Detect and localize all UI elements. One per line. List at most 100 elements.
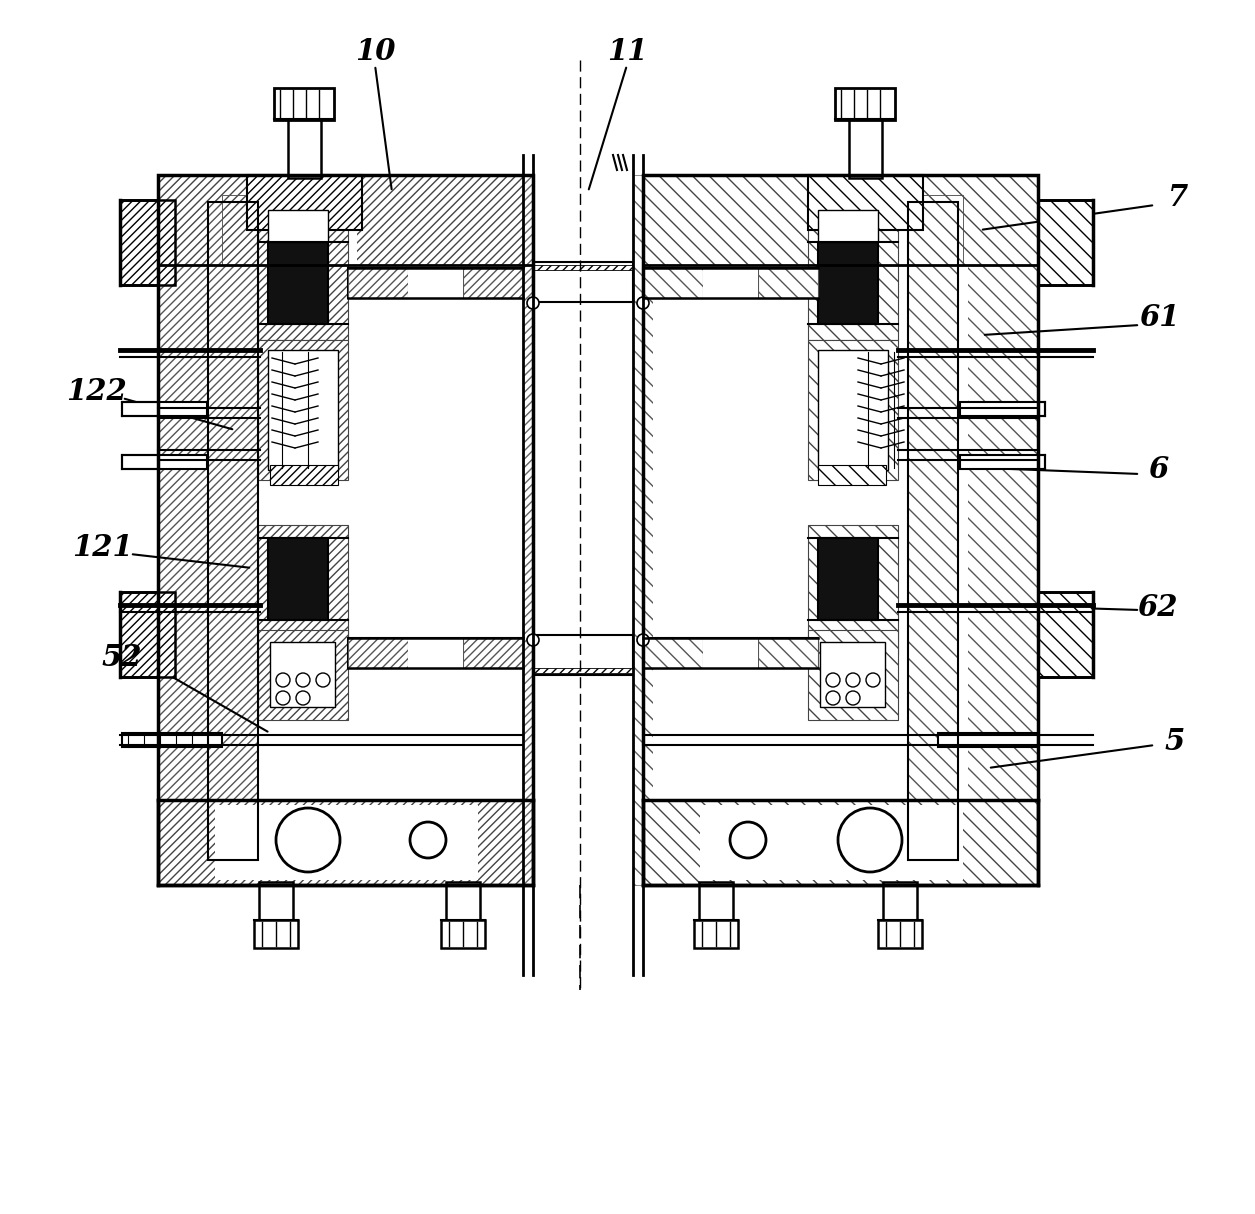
Bar (818, 465, 886, 486)
Bar (1038, 200, 1093, 285)
Circle shape (846, 673, 860, 687)
Bar (215, 805, 478, 880)
Bar (909, 202, 958, 860)
Bar (158, 175, 533, 885)
Bar (848, 118, 882, 178)
Bar (463, 268, 523, 297)
Text: 11: 11 (606, 38, 648, 67)
Bar (818, 538, 878, 620)
Bar (259, 210, 348, 340)
Text: 121: 121 (72, 533, 132, 562)
Text: 52: 52 (102, 643, 142, 673)
Bar (208, 202, 523, 860)
Bar (120, 592, 174, 677)
Circle shape (276, 809, 340, 872)
Bar (909, 195, 963, 265)
Bar (808, 630, 899, 720)
Bar (694, 920, 738, 948)
Bar (259, 524, 348, 656)
Bar (158, 800, 533, 885)
Bar (348, 639, 523, 668)
Text: 61: 61 (1140, 304, 1180, 333)
Circle shape (838, 809, 902, 872)
Circle shape (410, 822, 446, 858)
Bar (703, 268, 758, 297)
Bar (441, 920, 484, 948)
Bar (643, 268, 703, 297)
Bar (643, 639, 818, 668)
Bar (122, 733, 222, 747)
Text: 62: 62 (1138, 592, 1178, 622)
Bar (269, 210, 328, 242)
Bar (222, 195, 277, 265)
Circle shape (316, 673, 330, 687)
Bar (808, 210, 899, 340)
Bar (533, 262, 633, 302)
Circle shape (527, 297, 538, 310)
Circle shape (276, 691, 290, 705)
Bar (633, 175, 643, 885)
Bar (1038, 592, 1093, 677)
Bar (348, 268, 523, 297)
Circle shape (296, 673, 310, 687)
Bar (269, 350, 338, 470)
Bar (259, 630, 348, 720)
Circle shape (296, 691, 310, 705)
Bar (408, 639, 463, 668)
Bar (122, 455, 207, 469)
Bar (643, 800, 1038, 885)
Bar (158, 175, 533, 265)
Bar (808, 340, 899, 480)
Text: 10: 10 (355, 38, 395, 67)
Bar (703, 639, 758, 668)
Bar (653, 202, 968, 860)
Bar (269, 538, 328, 620)
Circle shape (826, 691, 840, 705)
Bar (269, 242, 328, 324)
Bar (835, 87, 895, 120)
Bar (878, 920, 922, 948)
Bar (818, 350, 889, 470)
Circle shape (638, 634, 649, 646)
Bar (533, 265, 633, 270)
Text: 6: 6 (1148, 455, 1168, 484)
Bar (408, 268, 463, 297)
Bar (120, 200, 174, 285)
Circle shape (638, 297, 649, 310)
Circle shape (826, 673, 840, 687)
Bar (909, 202, 958, 860)
Bar (758, 639, 818, 668)
Bar (700, 805, 963, 880)
Circle shape (730, 822, 766, 858)
Bar (446, 883, 479, 942)
Bar (523, 155, 643, 995)
Bar (254, 920, 297, 948)
Bar (808, 175, 922, 229)
Bar (643, 175, 1038, 265)
Bar (808, 195, 943, 265)
Bar (247, 175, 361, 229)
Circle shape (866, 673, 880, 687)
Bar (259, 883, 292, 942)
Bar (533, 668, 633, 673)
Bar (758, 268, 818, 297)
Bar (643, 268, 818, 297)
Bar (808, 524, 899, 656)
Circle shape (846, 691, 860, 705)
Bar (463, 639, 523, 668)
Bar (208, 202, 259, 860)
Bar (937, 733, 1038, 747)
Bar (884, 883, 917, 942)
Bar (960, 455, 1045, 469)
Bar (818, 210, 878, 242)
Bar (287, 118, 321, 178)
Bar (960, 402, 1045, 416)
Bar (270, 465, 338, 486)
Text: 5: 5 (1165, 727, 1185, 756)
Bar (222, 195, 356, 265)
Text: 122: 122 (65, 378, 127, 407)
Text: 7: 7 (1168, 183, 1188, 212)
Circle shape (276, 673, 290, 687)
Bar (533, 635, 633, 675)
Bar (122, 402, 207, 416)
